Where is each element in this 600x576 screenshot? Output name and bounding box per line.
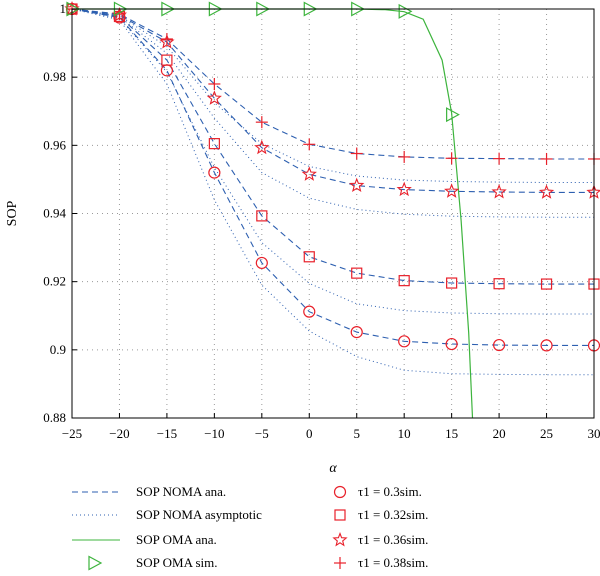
y-tick-label: 0.88 (43, 410, 66, 425)
x-tick-label: 25 (540, 426, 553, 441)
x-axis-label: α (329, 461, 337, 476)
legend-item-t036: τ1 = 0.36sim. (332, 531, 428, 547)
grid (72, 9, 594, 418)
series-markers (64, 0, 600, 352)
sim-marker-square (493, 278, 505, 290)
legend-swatch (88, 555, 103, 571)
legend-item-t038: τ1 = 0.38sim. (334, 555, 428, 570)
oma-sim-marker (446, 107, 460, 123)
sim-marker-circle (303, 305, 316, 318)
x-tick-label: 10 (398, 426, 411, 441)
sim-marker-circle (445, 337, 458, 351)
sim-marker-square (161, 54, 173, 66)
sim-marker-circle (255, 256, 268, 270)
x-tick-label: −15 (157, 426, 177, 441)
legend: SOP NOMA ana. SOP NOMA asymptotic SOP OMA … (72, 484, 428, 571)
x-tick-label: −10 (204, 426, 224, 441)
sim-marker-plus (113, 8, 126, 21)
legend-label: τ1 = 0.38sim. (358, 555, 428, 570)
legend-label: SOP NOMA ana. (136, 484, 226, 499)
legend-item-t032: τ1 = 0.32sim. (334, 507, 428, 522)
sim-marker-plus (398, 150, 411, 163)
legend-item-noma_ana: SOP NOMA ana. (72, 484, 226, 499)
x-tick-label: −25 (62, 426, 82, 441)
sim-marker-square (303, 251, 315, 263)
sim-marker-star (444, 183, 460, 198)
sim-marker-square (540, 278, 553, 290)
sim-marker-circle (540, 339, 553, 352)
noma-analytic-line (71, 8, 594, 285)
y-tick-label: 0.92 (43, 274, 66, 289)
sim-marker-star (349, 177, 365, 193)
sim-marker-plus (540, 152, 553, 165)
x-tick-label: 5 (353, 426, 360, 441)
legend-item-t030: τ1 = 0.3sim. (333, 484, 422, 499)
legend-item-oma_ana: SOP OMA ana. (72, 532, 217, 547)
x-tick-label: 30 (588, 426, 600, 441)
axis-ticks: −25 −20 −15 −10 −5 0 5 10 15 20 25 30 0.88 0.9 0.92 0.9… (43, 1, 600, 441)
sim-marker-square (398, 275, 410, 287)
sim-marker-star (538, 184, 555, 199)
sim-marker-star (206, 90, 222, 105)
oma-sim-marker (398, 3, 413, 19)
y-tick-label: 0.94 (43, 206, 66, 221)
oma-sim-marker (66, 1, 81, 17)
legend-item-oma_sim: SOP OMA sim. (88, 555, 218, 571)
legend-swatch (334, 557, 346, 569)
noma-asymptotic-line (71, 8, 594, 183)
legend-swatch (332, 531, 348, 547)
legend-label: τ1 = 0.32sim. (358, 507, 428, 522)
sim-marker-plus (493, 152, 506, 165)
sim-marker-star (396, 181, 412, 197)
noma-asymptotic-line (71, 8, 594, 315)
sim-marker-plus (208, 77, 221, 90)
sim-marker-star (254, 139, 270, 155)
sim-marker-square (446, 277, 458, 289)
noma-analytic-line (71, 8, 594, 193)
sim-marker-plus (160, 32, 173, 45)
sim-marker-circle (398, 335, 411, 348)
legend-label: SOP OMA ana. (136, 532, 217, 547)
sim-marker-plus (255, 116, 268, 129)
sim-marker-star (491, 183, 507, 199)
sim-marker-square (351, 267, 363, 279)
noma-asymptotic-line (71, 8, 594, 218)
legend-item-noma_asym: SOP NOMA asymptotic (72, 507, 262, 522)
x-tick-label: 15 (445, 426, 458, 441)
y-tick-label: 1 (60, 1, 67, 16)
sim-marker-plus (445, 152, 458, 165)
legend-label: τ1 = 0.3sim. (358, 484, 422, 499)
sim-marker-circle (208, 166, 221, 179)
y-axis-label: SOP (5, 200, 20, 226)
legend-label: τ1 = 0.36sim. (358, 532, 428, 547)
x-tick-label: −5 (255, 426, 269, 441)
x-tick-label: −20 (109, 426, 129, 441)
x-tick-label: 0 (306, 426, 313, 441)
legend-label: SOP NOMA asymptotic (136, 507, 262, 522)
legend-swatch (334, 509, 346, 521)
sim-marker-square (208, 138, 220, 150)
sim-marker-plus (303, 138, 316, 151)
legend-swatch (333, 485, 347, 499)
series-lines (71, 8, 594, 419)
sim-marker-star (301, 166, 317, 181)
noma-analytic-line (71, 8, 594, 346)
legend-label: SOP OMA sim. (136, 555, 218, 570)
x-tick-label: 20 (493, 426, 506, 441)
y-tick-label: 0.98 (43, 69, 66, 84)
y-tick-label: 0.96 (43, 137, 66, 152)
noma-asymptotic-line (71, 8, 594, 376)
noma-analytic-line (71, 8, 594, 160)
sim-marker-square (256, 210, 268, 222)
sim-marker-plus (350, 147, 363, 160)
y-tick-label: 0.9 (50, 342, 66, 357)
sim-marker-circle (350, 326, 363, 339)
sim-marker-circle (492, 338, 506, 352)
